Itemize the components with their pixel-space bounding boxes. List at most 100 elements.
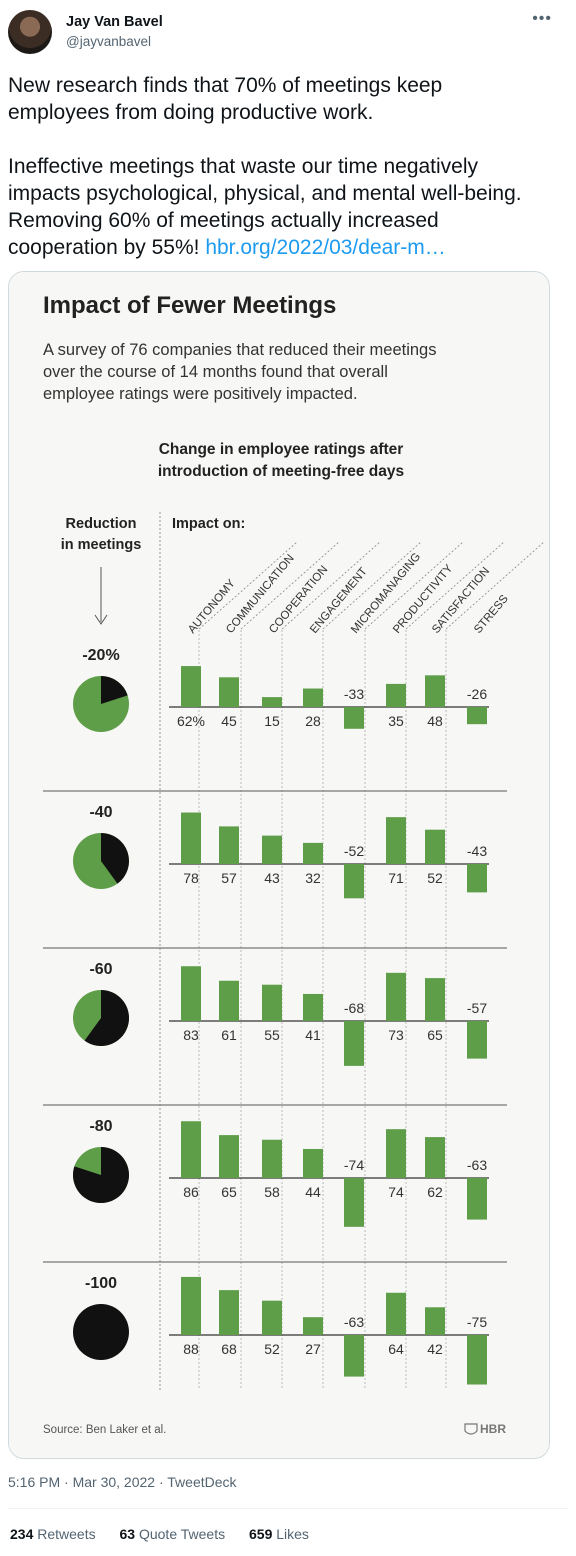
bar <box>425 675 445 707</box>
bar <box>344 864 364 899</box>
reduction-pie-fill <box>73 1147 130 1203</box>
bar-value-label: -68 <box>344 1000 364 1016</box>
user-name[interactable]: Jay Van Bavel <box>66 14 163 30</box>
reduction-pie-fill <box>101 833 129 884</box>
bar <box>344 1178 364 1227</box>
tweet-paragraph-2-text: Ineffective meetings that waste our time… <box>8 155 522 259</box>
chart-source: Source: Ben Laker et al. <box>43 1424 166 1436</box>
bar <box>425 1137 445 1178</box>
reduction-label: -60 <box>89 961 112 978</box>
bar-value-label: 43 <box>264 870 280 886</box>
bar-value-label: 48 <box>427 713 443 729</box>
bar-value-label: 83 <box>183 1027 199 1043</box>
bar-value-label: 62 <box>427 1184 443 1200</box>
bar-value-label: 65 <box>221 1184 237 1200</box>
bar <box>467 864 487 893</box>
bar <box>303 842 323 864</box>
bar-value-label: 32 <box>305 870 321 886</box>
bar <box>303 993 323 1021</box>
bar <box>425 829 445 864</box>
quote-tweets-stat[interactable]: 63 Quote Tweets <box>120 1526 226 1542</box>
bar-value-label: 61 <box>221 1027 237 1043</box>
bar-value-label: 57 <box>221 870 237 886</box>
bar-value-label: 64 <box>388 1341 404 1357</box>
bar <box>425 978 445 1021</box>
bar-value-label: 45 <box>221 713 237 729</box>
chart-subtitle-line: A survey of 76 companies that reduced th… <box>43 341 436 359</box>
tweet-paragraph-2: Ineffective meetings that waste our time… <box>8 153 548 261</box>
reduction-label: -20% <box>82 647 119 664</box>
quote-tweets-label: Quote Tweets <box>138 1526 226 1542</box>
chart: Impact of Fewer Meetings A survey of 76 c… <box>9 272 549 1458</box>
bar-value-label: 68 <box>221 1341 237 1357</box>
chart-heading-line: introduction of meeting-free days <box>158 463 404 480</box>
bar <box>467 1178 487 1220</box>
bar-value-label: 58 <box>264 1184 280 1200</box>
bar-value-label: 52 <box>427 870 443 886</box>
tweet-text: New research finds that 70% of meetings … <box>8 72 548 261</box>
tweet-timestamp[interactable]: 5:16 PM · Mar 30, 2022 · TweetDeck <box>8 1474 237 1490</box>
bar <box>344 1335 364 1377</box>
hbr-shield-icon <box>464 1423 478 1435</box>
bar-value-label: 88 <box>183 1341 199 1357</box>
chart-image-card[interactable]: Impact of Fewer Meetings A survey of 76 c… <box>8 271 550 1459</box>
chart-subtitle-line: over the course of 14 months found that … <box>43 363 388 381</box>
bar-value-label: -63 <box>467 1157 487 1173</box>
more-icon[interactable]: ••• <box>532 10 552 27</box>
bar <box>386 683 406 707</box>
bar <box>386 817 406 864</box>
impact-on-label: Impact on: <box>172 516 245 532</box>
likes-label: Likes <box>276 1526 309 1542</box>
divider <box>8 1508 568 1509</box>
bar-value-label: -63 <box>344 1314 364 1330</box>
likes-count: 659 <box>249 1526 273 1542</box>
engagement-stats: 234 Retweets 63 Quote Tweets 659 Likes <box>10 1526 329 1542</box>
retweets-stat[interactable]: 234 Retweets <box>10 1526 96 1542</box>
user-handle[interactable]: @jayvanbavel <box>66 34 152 49</box>
category-divider-diagonal <box>445 541 545 630</box>
bar-value-label: 27 <box>305 1341 321 1357</box>
bar-value-label: 74 <box>388 1184 404 1200</box>
retweets-label: Retweets <box>37 1526 96 1542</box>
reduction-header-line: Reduction <box>66 516 137 532</box>
bar-value-label: 41 <box>305 1027 321 1043</box>
tweet-paragraph-1: New research finds that 70% of meetings … <box>8 74 443 124</box>
bar <box>181 1121 201 1178</box>
bar-value-label: -74 <box>344 1157 364 1173</box>
bar-value-label: -75 <box>467 1314 487 1330</box>
bar <box>262 1300 282 1335</box>
tweet-link[interactable]: hbr.org/2022/03/dear-m… <box>205 236 446 259</box>
likes-stat[interactable]: 659 Likes <box>249 1526 309 1542</box>
bar-value-label: -57 <box>467 1000 487 1016</box>
bar-value-label: 44 <box>305 1184 321 1200</box>
chart-heading-line: Change in employee ratings after <box>159 441 404 458</box>
bar-value-label: 52 <box>264 1341 280 1357</box>
chart-title: Impact of Fewer Meetings <box>43 292 336 319</box>
bar-value-label: 35 <box>388 713 404 729</box>
avatar[interactable] <box>8 10 52 54</box>
reduction-pie-fill <box>73 1304 129 1360</box>
chart-subtitle-line: employee ratings were positively impacte… <box>43 385 358 403</box>
category-divider-diagonal <box>405 541 505 630</box>
quote-tweets-count: 63 <box>119 1526 136 1542</box>
bar <box>344 1021 364 1066</box>
bar <box>303 1317 323 1335</box>
bar <box>262 1139 282 1178</box>
reduction-label: -100 <box>85 1275 117 1292</box>
bar <box>425 1307 445 1335</box>
reduction-pie-fill <box>101 676 128 704</box>
hbr-logo: HBR <box>480 1422 506 1436</box>
category-divider-diagonal <box>322 541 422 630</box>
bar <box>262 697 282 707</box>
bar <box>386 1129 406 1178</box>
bar-value-label: 65 <box>427 1027 443 1043</box>
reduction-label: -40 <box>89 804 112 821</box>
retweets-count: 234 <box>10 1526 34 1542</box>
bar-value-label: 15 <box>264 713 280 729</box>
bar <box>262 984 282 1021</box>
bar <box>181 1276 201 1335</box>
bar <box>219 980 239 1021</box>
bar <box>467 1021 487 1059</box>
category-divider-diagonal <box>281 541 381 630</box>
reduction-label: -80 <box>89 1118 112 1135</box>
